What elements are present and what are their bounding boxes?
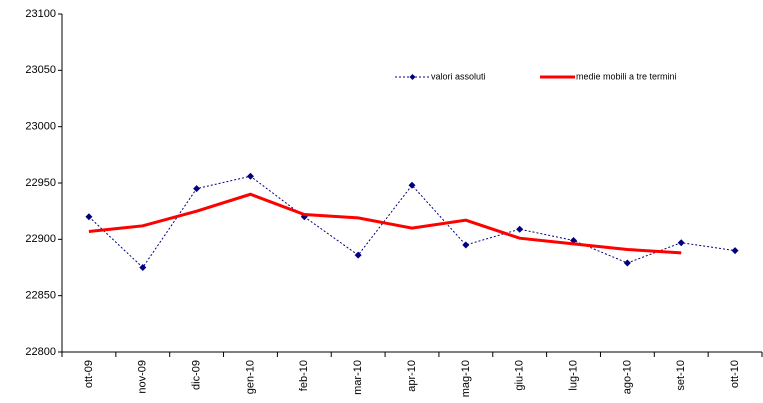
y-tick-label: 22800 [25,346,56,358]
marker [677,239,685,247]
marker [462,241,470,249]
x-tick-label: set-10 [675,360,687,391]
marker [354,251,362,259]
marker [408,181,416,189]
x-tick-label: apr-10 [406,360,418,392]
x-tick-label: mar-10 [352,360,364,395]
x-tick-label: giu-10 [514,360,526,391]
y-tick-label: 23000 [25,121,56,133]
y-tick-label: 22900 [25,233,56,245]
legend-label: medie mobili a tre termini [576,71,677,81]
x-tick-label: mag-10 [460,360,472,397]
marker [246,172,254,180]
y-tick-label: 22950 [25,177,56,189]
y-tick-label: 22850 [25,290,56,302]
x-tick-label: nov-09 [137,360,149,394]
legend-label: valori assoluti [431,71,486,81]
marker [193,185,201,193]
series-line [88,192,682,255]
marker [731,247,739,255]
x-tick-label: gen-10 [244,360,256,394]
legend-marker [409,74,416,80]
x-tick-label: dic-09 [191,360,203,390]
x-tick-label: feb-10 [298,360,310,391]
x-tick-label: lug-10 [567,360,579,391]
marker [623,259,631,267]
y-tick-label: 23050 [25,64,56,76]
x-tick-label: ott-10 [729,360,741,388]
y-tick-label: 23100 [25,8,56,20]
marker [516,225,524,233]
marker [139,264,147,271]
x-tick-label: ago-10 [621,360,633,394]
marker [85,213,93,221]
x-tick-label: ott-09 [83,360,95,388]
series-line [88,175,736,269]
